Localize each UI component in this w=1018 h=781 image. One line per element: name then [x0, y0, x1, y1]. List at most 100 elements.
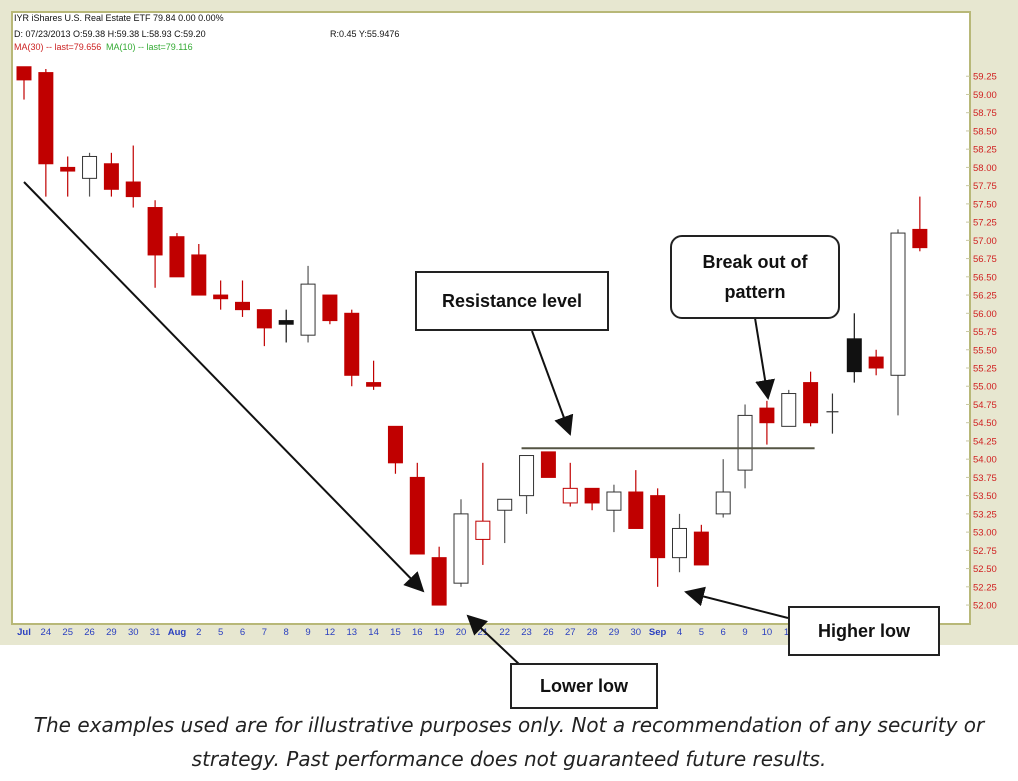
candle	[300, 265, 316, 343]
candle-body	[737, 414, 753, 471]
candle	[387, 425, 403, 474]
x-tick-label: 6	[240, 627, 245, 638]
x-tick-label: 29	[106, 627, 117, 638]
candle-body	[628, 491, 644, 529]
y-tick-label: 58.75	[973, 108, 997, 119]
candle-body	[235, 301, 250, 311]
candle	[235, 280, 250, 317]
candle	[846, 313, 862, 383]
x-tick-label: 15	[390, 627, 401, 638]
x-tick-label: 8	[284, 627, 289, 638]
candle-body	[584, 487, 600, 504]
y-tick-label: 56.50	[973, 272, 997, 283]
candle	[125, 145, 141, 208]
x-tick-label: 13	[346, 627, 357, 638]
breakout-callout-line1: Break out of	[702, 252, 808, 272]
y-tick-label: 56.75	[973, 254, 997, 265]
candle	[650, 488, 666, 587]
candle	[628, 470, 644, 529]
candle-body	[519, 455, 535, 497]
x-tick-label: 20	[456, 627, 467, 638]
candle-body	[868, 356, 884, 369]
candle	[147, 200, 163, 288]
breakout-callout: Break out of pattern	[670, 235, 840, 319]
breakout-arrow	[754, 317, 775, 400]
resistance-callout: Resistance level	[415, 271, 609, 331]
x-tick-label: 24	[41, 627, 52, 638]
cursor-readout: R:0.45 Y:55.9476	[330, 29, 400, 39]
candle	[803, 371, 819, 427]
x-tick-label: 16	[412, 627, 423, 638]
candle-body	[431, 557, 447, 606]
candle-body	[125, 181, 141, 198]
x-tick-label: 30	[631, 627, 642, 638]
x-tick-label: Sep	[649, 627, 667, 638]
y-tick-label: 56.00	[973, 309, 997, 320]
candle	[497, 498, 513, 544]
y-tick-label: 57.50	[973, 199, 997, 210]
candle-body	[803, 382, 819, 424]
candle-body	[759, 407, 775, 424]
x-tick-label: 26	[543, 627, 554, 638]
candle	[16, 66, 32, 100]
candle-body	[16, 66, 32, 81]
ohlc-readout: D: 07/23/2013 O:59.38 H:59.38 L:58.93 C:…	[14, 29, 206, 39]
x-tick-label: 10	[762, 627, 773, 638]
y-tick-label: 53.25	[973, 509, 997, 520]
x-tick-label: 4	[677, 627, 682, 638]
lower-low-callout: Lower low	[510, 663, 658, 709]
candle-body	[781, 393, 797, 427]
y-tick-label: 59.00	[973, 90, 997, 101]
candle	[606, 484, 622, 533]
disclaimer: The examples used are for illustrative p…	[0, 708, 1018, 776]
candle-body	[103, 163, 119, 190]
x-tick-label: 19	[434, 627, 445, 638]
candle-body	[846, 338, 862, 373]
candle	[82, 152, 98, 197]
y-tick-label: 54.50	[973, 418, 997, 429]
candle-body	[650, 495, 666, 559]
candle-body	[191, 254, 207, 296]
disclaimer-line2: strategy. Past performance does not guar…	[191, 747, 827, 771]
x-tick-label: 6	[721, 627, 726, 638]
breakout-callout-line2: pattern	[724, 282, 786, 302]
y-tick-label: 57.25	[973, 218, 997, 229]
y-tick-label: 57.75	[973, 181, 997, 192]
candle	[562, 462, 578, 507]
x-tick-label: 9	[742, 627, 747, 638]
y-tick-label: 55.75	[973, 327, 997, 338]
higher-low-callout: Higher low	[788, 606, 940, 656]
candle	[453, 499, 469, 587]
y-tick-label: 57.00	[973, 236, 997, 247]
x-tick-label: 2	[196, 627, 201, 638]
y-tick-label: 55.50	[973, 345, 997, 356]
y-tick-label: 53.00	[973, 528, 997, 539]
candle	[540, 451, 556, 478]
candle-body	[300, 283, 316, 336]
candle	[409, 462, 425, 555]
candle-body	[82, 155, 98, 179]
y-tick-label: 56.25	[973, 291, 997, 302]
y-tick-label: 52.25	[973, 582, 997, 593]
x-tick-label: 28	[587, 627, 598, 638]
x-tick-label: 27	[565, 627, 576, 638]
y-tick-label: 53.50	[973, 491, 997, 502]
y-tick-label: 52.00	[973, 601, 997, 612]
x-tick-label: 9	[305, 627, 310, 638]
candle	[826, 393, 839, 434]
y-tick-label: 55.25	[973, 364, 997, 375]
candle	[584, 487, 600, 511]
candle	[213, 280, 229, 310]
trend-arrow	[23, 181, 425, 593]
x-tick-label: 31	[150, 627, 161, 638]
candle	[60, 156, 76, 197]
candle	[475, 462, 491, 565]
candle-body	[497, 498, 513, 511]
ma10-label: MA(10) -- last=79.116	[106, 42, 193, 52]
candle	[715, 459, 731, 518]
y-tick-label: 54.75	[973, 400, 997, 411]
x-tick-label: 22	[499, 627, 510, 638]
x-tick-label: 12	[325, 627, 336, 638]
candle-body	[453, 513, 469, 584]
